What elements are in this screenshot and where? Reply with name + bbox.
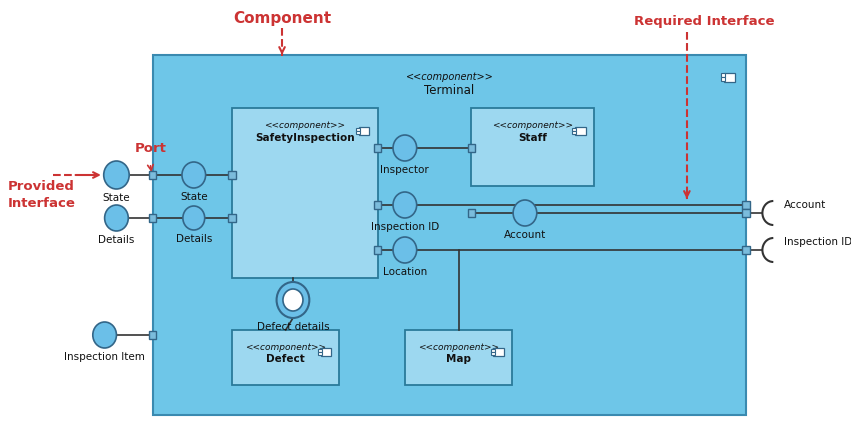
Circle shape [513,200,537,226]
Text: Staff: Staff [518,133,547,143]
Text: <<component>>: <<component>> [418,343,499,351]
Text: Location: Location [383,267,427,277]
Circle shape [93,322,117,348]
Bar [228,214,236,222]
Text: Defect: Defect [266,354,305,364]
Text: <<component>>: <<component>> [265,122,346,130]
Bar [359,127,369,135]
Text: Account: Account [785,200,826,210]
Bar [724,72,735,81]
Bar [742,246,750,254]
Text: Inspection ID: Inspection ID [371,222,439,232]
Bar [405,330,512,385]
Text: Map: Map [446,354,471,364]
Text: SafetyInspection: SafetyInspection [255,133,355,143]
Bar [356,128,360,130]
Bar [232,330,340,385]
Bar [494,348,504,356]
Text: Inspection Item: Inspection Item [64,352,145,362]
Text: Inspector: Inspector [380,165,429,175]
Bar [374,144,381,152]
Bar [490,349,494,351]
Circle shape [104,161,129,189]
Text: Provided
Interface: Provided Interface [8,180,75,210]
Text: Account: Account [504,230,546,240]
Bar [374,201,381,209]
Circle shape [393,192,417,218]
Circle shape [182,162,206,188]
Text: Port: Port [134,141,167,155]
Text: <<component>>: <<component>> [406,72,494,82]
Circle shape [277,282,309,318]
Text: Required Interface: Required Interface [634,15,774,28]
Text: Defect details: Defect details [257,322,329,332]
Bar [317,349,322,351]
Text: Terminal: Terminal [425,84,475,96]
Bar [742,201,750,209]
Circle shape [105,205,129,231]
Bar [356,131,360,134]
Circle shape [283,289,303,311]
Bar [468,209,475,217]
Bar [573,128,576,130]
Circle shape [393,237,417,263]
Bar [149,171,157,179]
Text: Details: Details [98,235,134,245]
Bar [228,171,236,179]
Bar [573,131,576,134]
Text: Component: Component [233,11,331,26]
Circle shape [393,135,417,161]
Text: <<component>>: <<component>> [492,122,574,130]
Bar [232,108,378,278]
Text: Inspection ID: Inspection ID [785,237,851,247]
Text: Details: Details [175,234,212,244]
Circle shape [183,206,205,230]
Bar [153,55,746,415]
Bar [374,246,381,254]
Bar [321,348,331,356]
Bar [490,352,494,355]
Bar [317,352,322,355]
Text: State: State [103,193,130,203]
Text: State: State [180,192,208,202]
Bar [149,214,157,222]
Bar [468,144,475,152]
Bar [742,209,750,217]
Text: <<component>>: <<component>> [245,343,326,351]
Bar [575,127,585,135]
Bar [471,108,594,186]
Bar [721,77,725,80]
Bar [149,331,157,339]
Bar [721,73,725,76]
